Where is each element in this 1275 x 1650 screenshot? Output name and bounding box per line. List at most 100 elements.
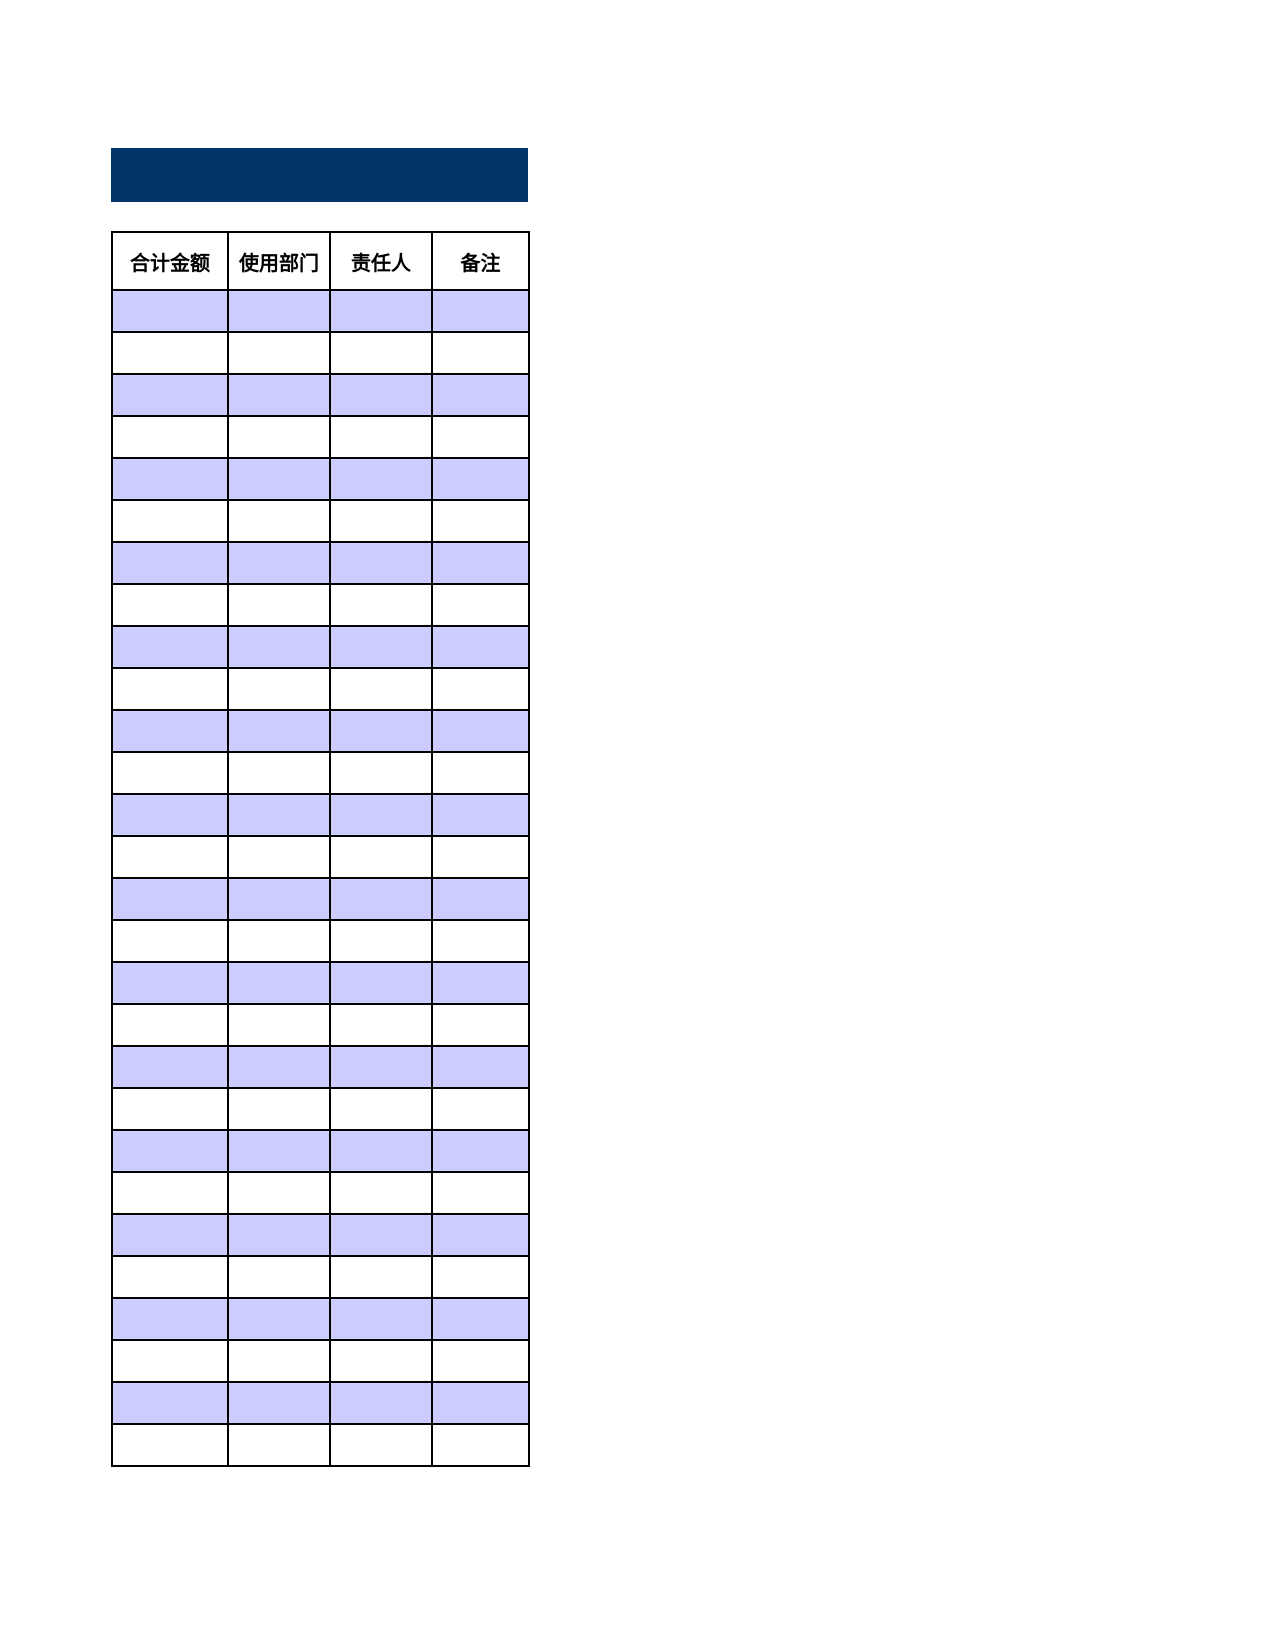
table-row xyxy=(111,415,530,459)
table-cell xyxy=(431,877,530,921)
table-row xyxy=(111,583,530,627)
table-row xyxy=(111,1171,530,1215)
table-row xyxy=(111,1129,530,1173)
table-cell xyxy=(227,583,331,627)
table-row xyxy=(111,457,530,501)
table-cell xyxy=(329,1297,433,1341)
table-cell xyxy=(111,1003,229,1047)
table-cell xyxy=(111,457,229,501)
title-banner xyxy=(111,148,528,202)
table-cell xyxy=(329,919,433,963)
table-cell xyxy=(329,1129,433,1173)
table-cell xyxy=(431,541,530,585)
table-cell xyxy=(431,289,530,333)
table-row xyxy=(111,1255,530,1299)
table-cell xyxy=(227,499,331,543)
table-cell xyxy=(111,961,229,1005)
table-cell xyxy=(431,625,530,669)
table-cell xyxy=(431,499,530,543)
table-row xyxy=(111,835,530,879)
table-cell xyxy=(431,1297,530,1341)
table-cell xyxy=(227,1213,331,1257)
table-cell xyxy=(111,1213,229,1257)
table-cell xyxy=(431,1045,530,1089)
header-row: 合计金额 使用部门 责任人 备注 xyxy=(111,231,530,291)
table-cell xyxy=(227,1045,331,1089)
table-cell xyxy=(111,499,229,543)
table-cell xyxy=(329,457,433,501)
table-cell xyxy=(329,961,433,1005)
table-cell xyxy=(431,1339,530,1383)
table-cell xyxy=(431,457,530,501)
table-cell xyxy=(227,1129,331,1173)
table-cell xyxy=(431,1003,530,1047)
table-cell xyxy=(431,1423,530,1467)
table-cell xyxy=(329,373,433,417)
table-cell xyxy=(227,793,331,837)
table-cell xyxy=(111,541,229,585)
table-cell xyxy=(227,919,331,963)
table-row xyxy=(111,751,530,795)
table-cell xyxy=(329,835,433,879)
table-row xyxy=(111,1339,530,1383)
table-cell xyxy=(227,331,331,375)
table-cell xyxy=(329,877,433,921)
table-cell xyxy=(329,793,433,837)
table-cell xyxy=(227,709,331,753)
table-cell xyxy=(431,1213,530,1257)
table-row xyxy=(111,331,530,375)
table: 合计金额 使用部门 责任人 备注 xyxy=(111,231,530,1467)
table-cell xyxy=(431,373,530,417)
table-cell xyxy=(111,415,229,459)
table-cell xyxy=(431,1087,530,1131)
table-cell xyxy=(227,1171,331,1215)
table-cell xyxy=(431,751,530,795)
table-cell xyxy=(431,1171,530,1215)
header-cell: 使用部门 xyxy=(227,231,331,291)
table-cell xyxy=(329,625,433,669)
table-cell xyxy=(431,583,530,627)
table-cell xyxy=(329,1213,433,1257)
table-cell xyxy=(227,415,331,459)
table-row xyxy=(111,961,530,1005)
table-cell xyxy=(431,667,530,711)
table-cell xyxy=(329,1171,433,1215)
table-cell xyxy=(227,289,331,333)
table-cell xyxy=(227,961,331,1005)
table-row xyxy=(111,289,530,333)
table-cell xyxy=(431,1381,530,1425)
table-cell xyxy=(227,625,331,669)
table-cell xyxy=(329,1423,433,1467)
table-cell xyxy=(111,625,229,669)
table-cell xyxy=(111,1129,229,1173)
table-row xyxy=(111,499,530,543)
table-cell xyxy=(111,667,229,711)
table-cell xyxy=(329,1087,433,1131)
table-row xyxy=(111,1213,530,1257)
table-cell xyxy=(227,457,331,501)
table-row xyxy=(111,373,530,417)
table-cell xyxy=(111,877,229,921)
table-cell xyxy=(111,751,229,795)
table-cell xyxy=(227,541,331,585)
table-row xyxy=(111,919,530,963)
table-cell xyxy=(431,793,530,837)
table-cell xyxy=(431,415,530,459)
table-row xyxy=(111,1423,530,1467)
table-row xyxy=(111,709,530,753)
table-cell xyxy=(329,415,433,459)
table-row xyxy=(111,877,530,921)
table-cell xyxy=(111,583,229,627)
table-cell xyxy=(111,1255,229,1299)
table-cell xyxy=(227,1003,331,1047)
table-cell xyxy=(329,499,433,543)
table-row xyxy=(111,625,530,669)
table-cell xyxy=(111,835,229,879)
table-cell xyxy=(227,1381,331,1425)
table-cell xyxy=(111,331,229,375)
table-cell xyxy=(111,373,229,417)
table-cell xyxy=(111,709,229,753)
table-row xyxy=(111,541,530,585)
table-cell xyxy=(329,1003,433,1047)
